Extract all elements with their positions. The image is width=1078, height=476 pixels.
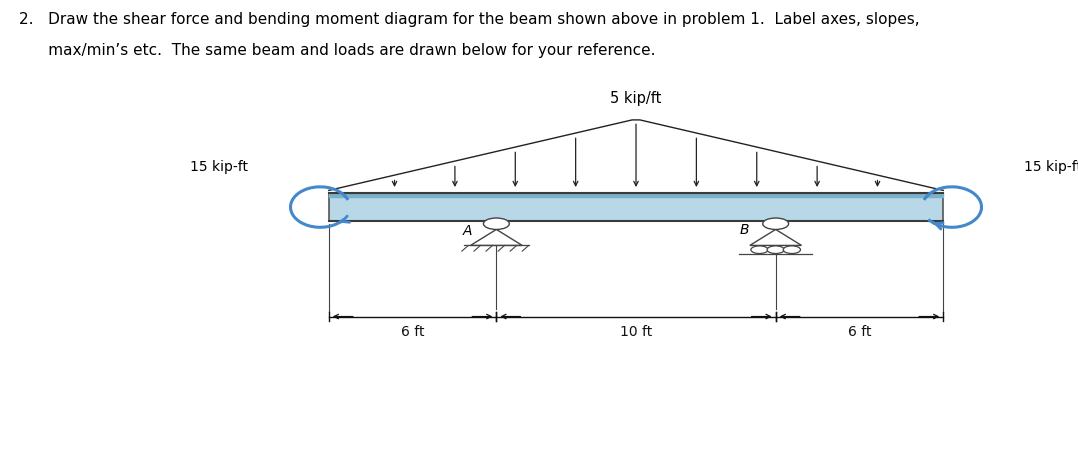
Circle shape bbox=[751, 246, 769, 254]
Text: 6 ft: 6 ft bbox=[401, 325, 425, 339]
Circle shape bbox=[784, 246, 801, 254]
Text: B: B bbox=[740, 223, 749, 237]
Text: 5 kip/ft: 5 kip/ft bbox=[610, 90, 662, 106]
Text: 6 ft: 6 ft bbox=[847, 325, 871, 339]
Polygon shape bbox=[470, 229, 522, 246]
Polygon shape bbox=[750, 229, 802, 246]
Text: 15 kip-ft: 15 kip-ft bbox=[190, 160, 248, 174]
Circle shape bbox=[768, 246, 785, 254]
Text: max/min’s etc.  The same beam and loads are drawn below for your reference.: max/min’s etc. The same beam and loads a… bbox=[19, 43, 655, 58]
Text: A: A bbox=[464, 224, 472, 238]
Circle shape bbox=[763, 218, 789, 229]
Text: 10 ft: 10 ft bbox=[620, 325, 652, 339]
Text: 15 kip-ft: 15 kip-ft bbox=[1024, 160, 1078, 174]
Text: 2.   Draw the shear force and bending moment diagram for the beam shown above in: 2. Draw the shear force and bending mome… bbox=[19, 12, 920, 27]
Bar bbox=[329, 193, 943, 221]
Circle shape bbox=[483, 218, 509, 229]
